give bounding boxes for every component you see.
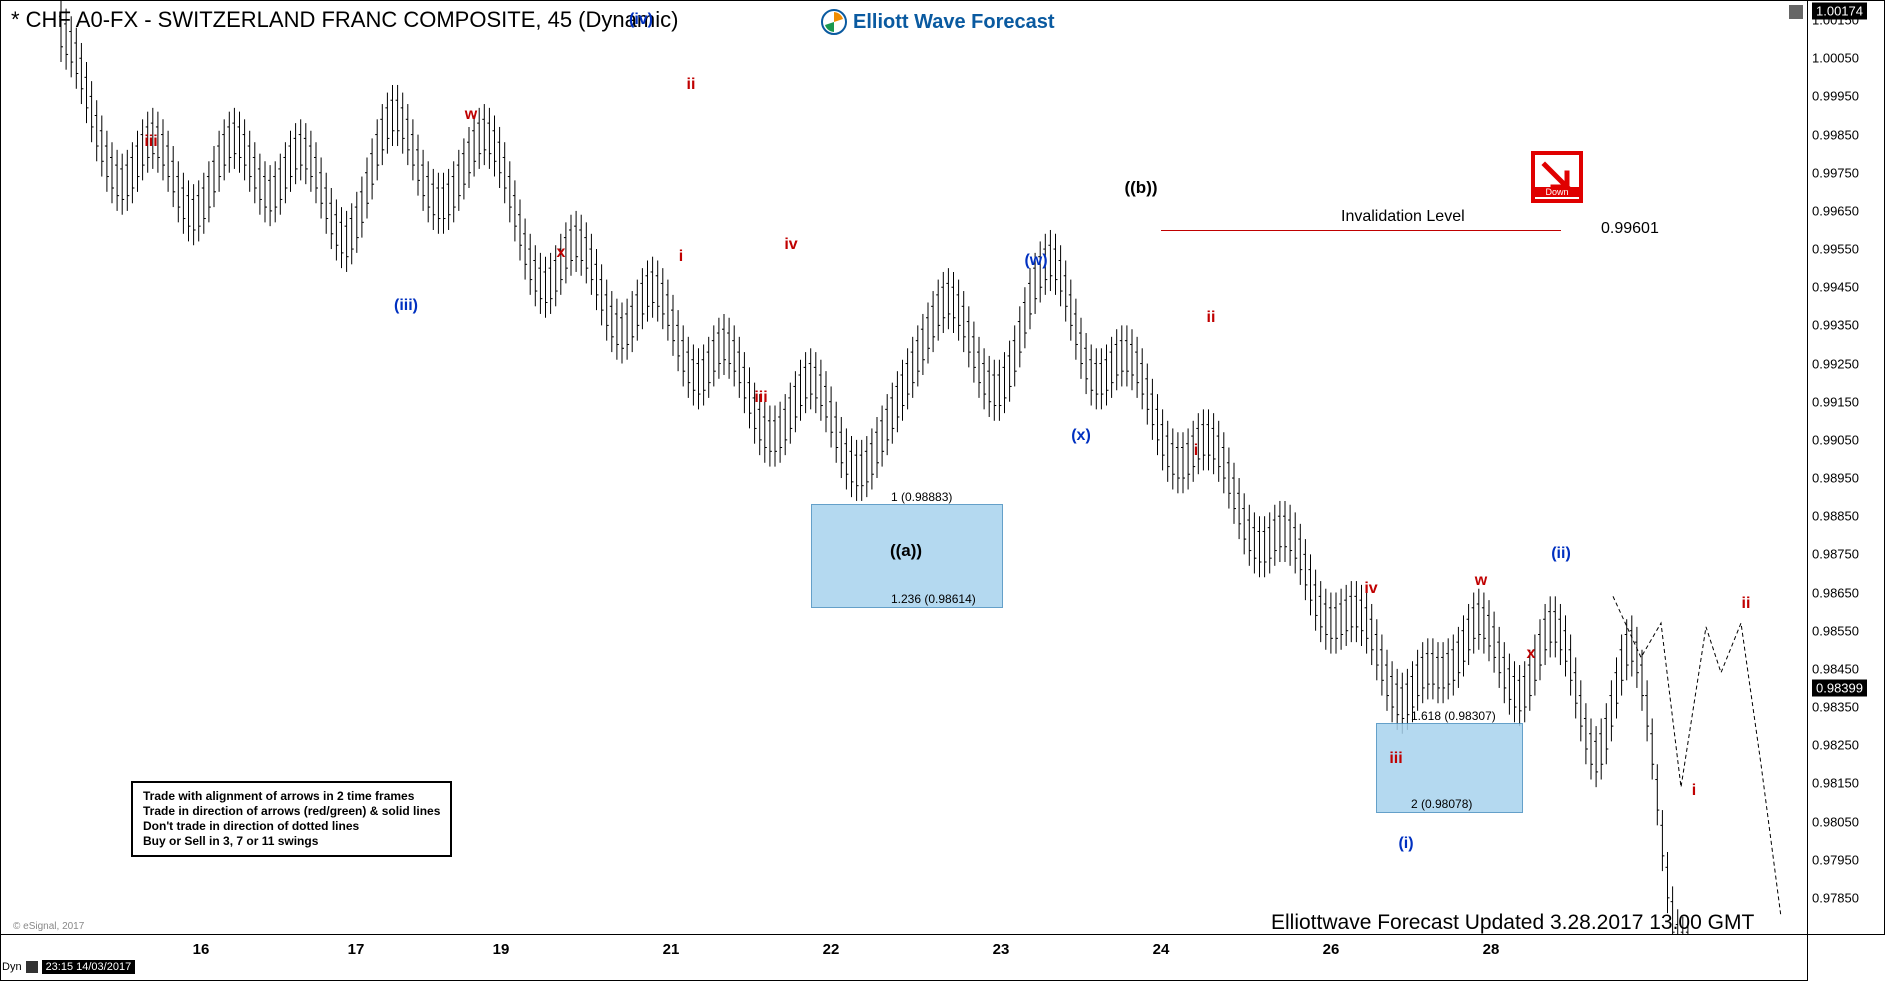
invalidation-text: Invalidation Level — [1341, 208, 1465, 226]
y-axis-tick: 0.97950 — [1812, 852, 1859, 867]
y-axis-tick: 0.98650 — [1812, 585, 1859, 600]
rules-line: Buy or Sell in 3, 7 or 11 swings — [143, 834, 440, 849]
copyright-text: © eSignal, 2017 — [13, 921, 84, 932]
bluebox-bot-label: 2 (0.98078) — [1411, 797, 1472, 811]
y-axis-tick: 0.98450 — [1812, 661, 1859, 676]
rules-line: Trade with alignment of arrows in 2 time… — [143, 789, 440, 804]
y-axis-tick: 1.00050 — [1812, 51, 1859, 66]
rules-line: Don't trade in direction of dotted lines — [143, 819, 440, 834]
chart-root: * CHF A0-FX - SWITZERLAND FRANC COMPOSIT… — [0, 0, 1885, 981]
y-axis: 0.97850 0.97950 0.98050 0.98150 0.98250 0.983… — [1808, 0, 1885, 935]
y-axis-tick: 0.99150 — [1812, 394, 1859, 409]
x-axis: 16 17 19 21 22 23 24 26 28 — [0, 935, 1808, 981]
y-axis-tick: 0.98350 — [1812, 700, 1859, 715]
x-axis-tick: 16 — [193, 941, 210, 958]
x-axis-tick: 23 — [993, 941, 1010, 958]
x-axis-tick: 22 — [823, 941, 840, 958]
x-axis-tick: 21 — [663, 941, 680, 958]
y-axis-top-marker: 1.00174 — [1812, 2, 1867, 19]
x-axis-tick: 26 — [1323, 941, 1340, 958]
dyn-footer: Dyn 23:15 14/03/2017 — [2, 960, 135, 974]
y-axis-tick: 0.99250 — [1812, 356, 1859, 371]
y-axis-tick: 0.98050 — [1812, 814, 1859, 829]
y-axis-tick: 0.98950 — [1812, 471, 1859, 486]
dyn-timestamp: 23:15 14/03/2017 — [42, 960, 136, 974]
dyn-icon — [26, 961, 38, 973]
y-axis-tick: 0.98150 — [1812, 776, 1859, 791]
invalidation-value: 0.99601 — [1601, 220, 1659, 238]
forecast-timestamp: Elliottwave Forecast Updated 3.28.2017 1… — [1271, 911, 1754, 935]
rules-box: Trade with alignment of arrows in 2 time… — [131, 781, 452, 857]
y-axis-tick: 0.99450 — [1812, 280, 1859, 295]
y-axis-tick: 0.99950 — [1812, 89, 1859, 104]
bluebox-top-label: 1.618 (0.98307) — [1411, 709, 1496, 723]
y-axis-tick: 0.98550 — [1812, 623, 1859, 638]
y-axis-price-marker: 0.98399 — [1812, 680, 1867, 697]
x-axis-tick: 24 — [1153, 941, 1170, 958]
invalidation-line — [1161, 230, 1561, 231]
y-axis-tick: 0.99350 — [1812, 318, 1859, 333]
y-axis-tick: 0.99050 — [1812, 432, 1859, 447]
y-axis-tick: 0.99750 — [1812, 165, 1859, 180]
chart-plot-area[interactable]: * CHF A0-FX - SWITZERLAND FRANC COMPOSIT… — [0, 0, 1808, 935]
y-axis-tick: 0.98750 — [1812, 547, 1859, 562]
y-axis-tick: 0.99650 — [1812, 203, 1859, 218]
y-axis-tick: 0.98850 — [1812, 509, 1859, 524]
y-axis-tick: 0.99550 — [1812, 242, 1859, 257]
direction-down-badge: Down — [1531, 151, 1583, 203]
x-axis-tick: 19 — [493, 941, 510, 958]
x-axis-tick: 28 — [1483, 941, 1500, 958]
x-axis-tick: 17 — [348, 941, 365, 958]
bluebox-top-label: 1 (0.98883) — [891, 490, 952, 504]
y-axis-tick: 0.97850 — [1812, 890, 1859, 905]
y-axis-tick: 0.99850 — [1812, 127, 1859, 142]
dyn-label: Dyn — [2, 961, 22, 973]
rules-line: Trade in direction of arrows (red/green)… — [143, 804, 440, 819]
y-axis-tick: 0.98250 — [1812, 738, 1859, 753]
bluebox-bot-label: 1.236 (0.98614) — [891, 592, 976, 606]
